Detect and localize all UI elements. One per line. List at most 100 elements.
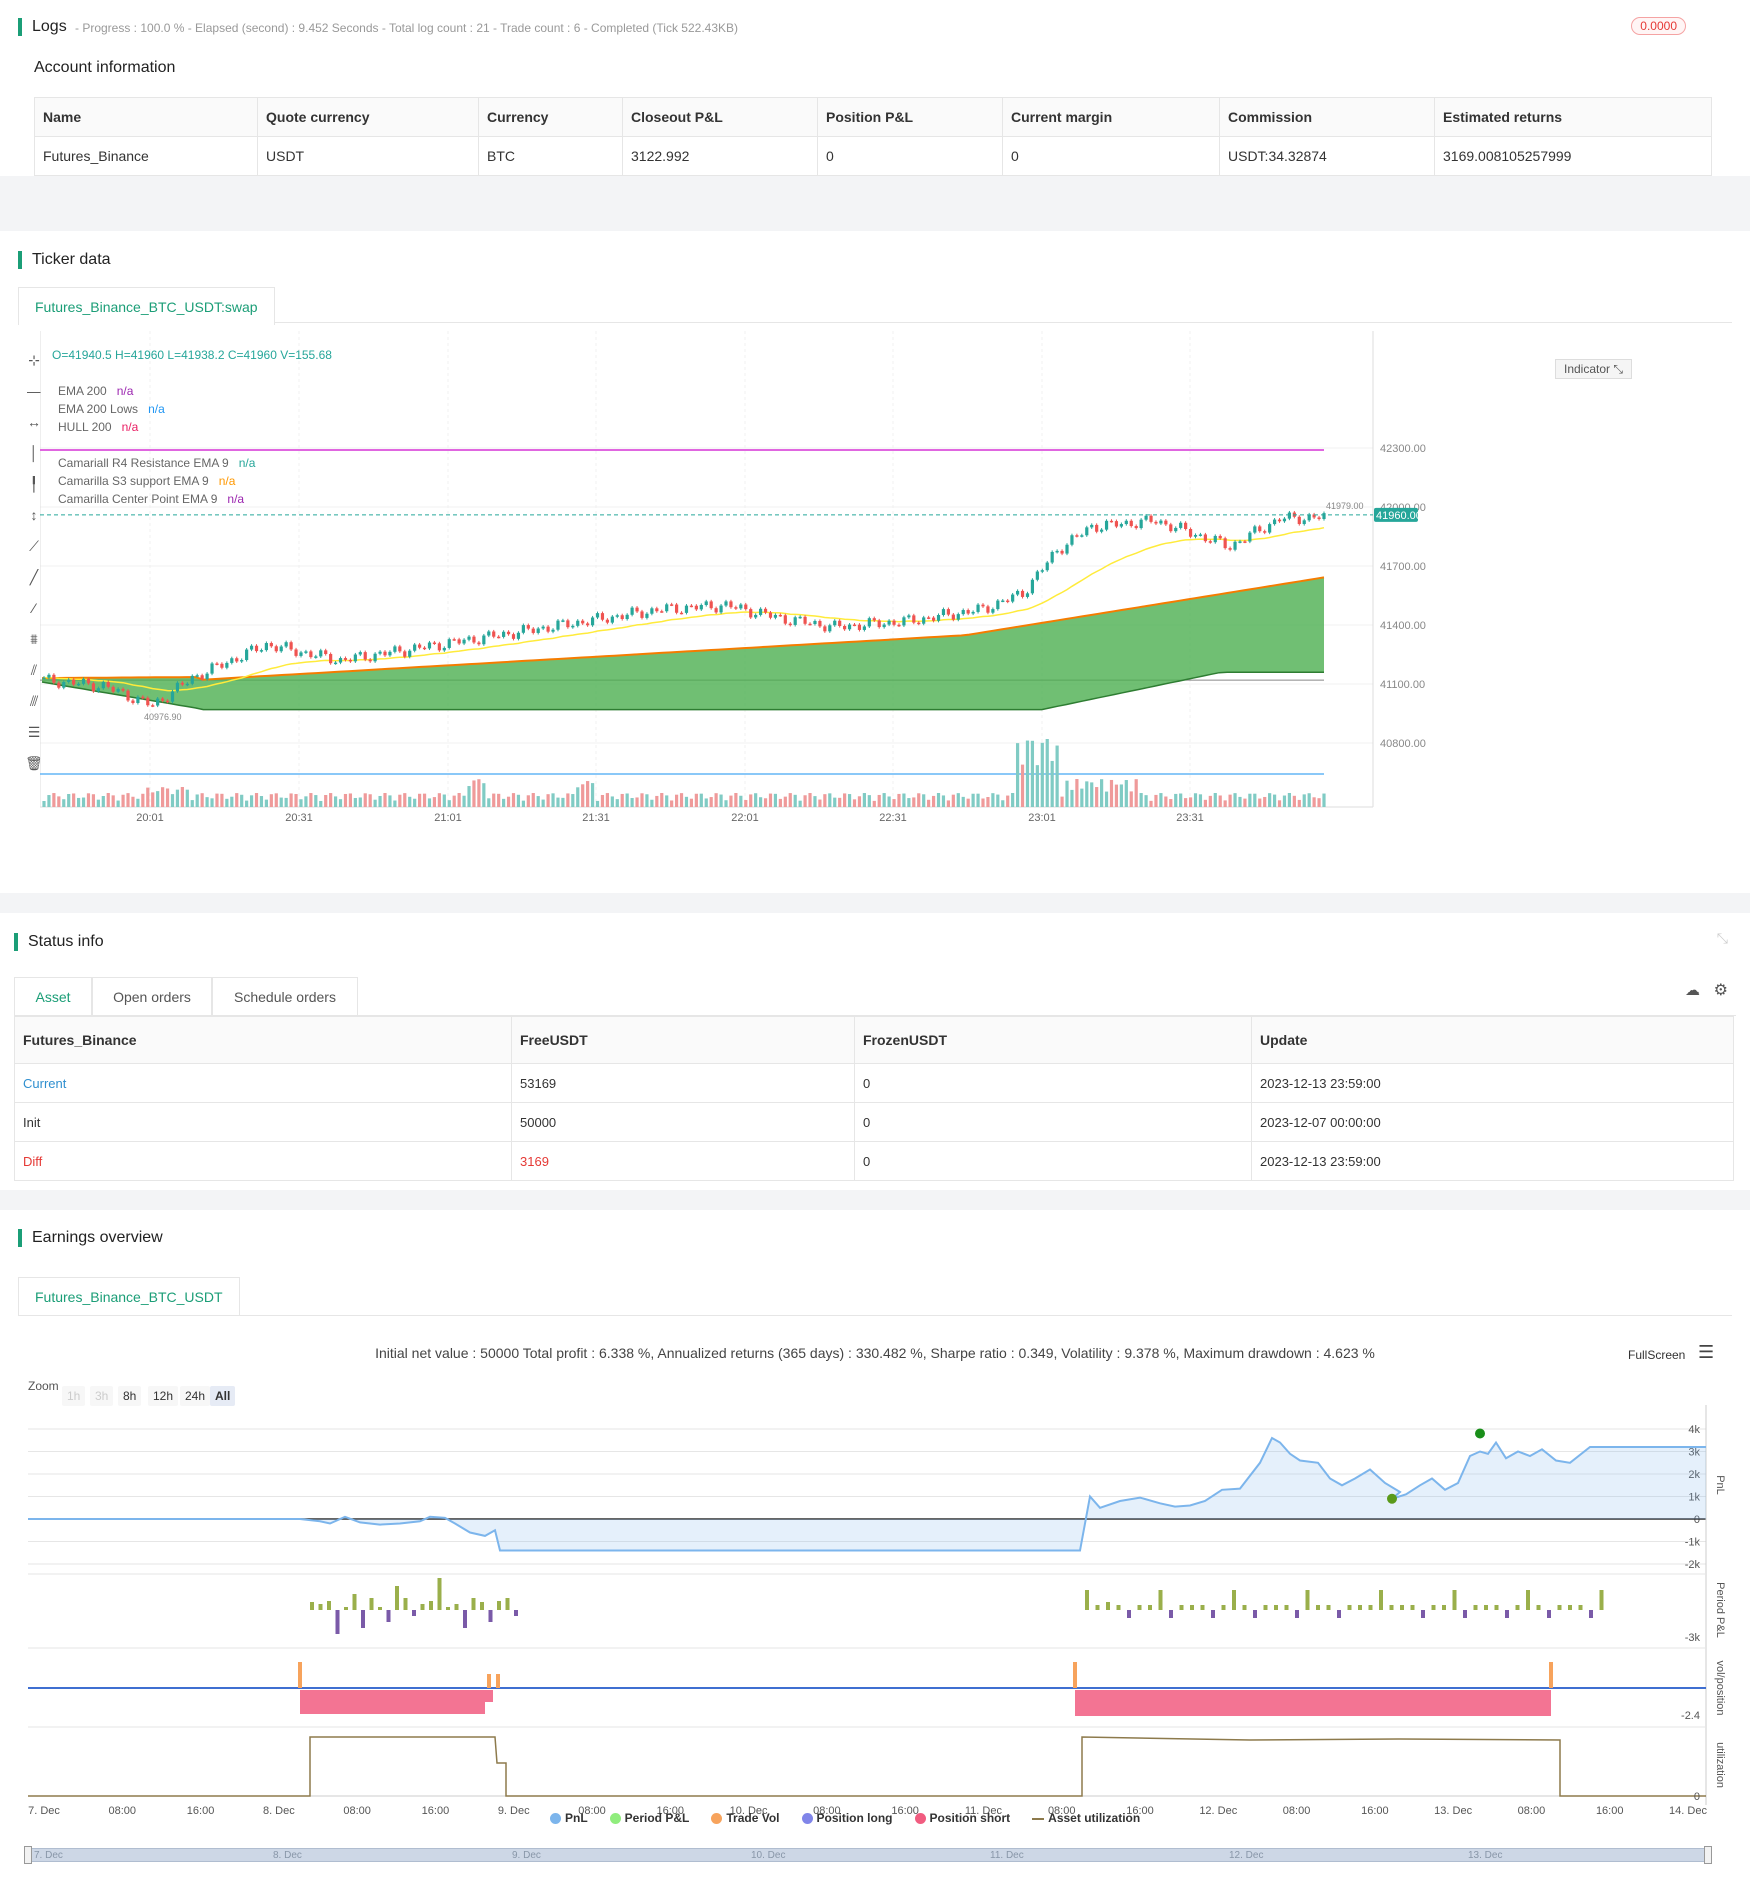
parallel-channel-tool-icon[interactable]: ⫽: [30, 662, 38, 678]
candle-body: [1129, 520, 1133, 527]
pnl-tick-label: -1k: [1685, 1537, 1701, 1549]
candle-body: [759, 608, 763, 615]
trend-line-tool-icon[interactable]: ⟋: [29, 538, 39, 554]
horizontal-ray-tool-icon[interactable]: ↔: [27, 414, 41, 430]
account-header-row: Name Quote currency Currency Closeout P&…: [34, 97, 1712, 137]
trash-icon[interactable]: 🗑: [25, 755, 43, 771]
legend-item[interactable]: Period P&L: [609, 1811, 689, 1825]
candle-body: [956, 614, 960, 620]
candle-body: [329, 654, 333, 664]
candle-body: [205, 673, 209, 680]
volume-bar: [477, 779, 481, 807]
legend-label: PnL: [565, 1811, 588, 1825]
account-cell: 0: [817, 136, 1003, 176]
period-pnl-bar: [1599, 1590, 1604, 1610]
candle-body: [936, 614, 941, 621]
earnings-tab-rule: [18, 1315, 1732, 1316]
legend-ema-200-lows: EMA 200 Lows n/a: [58, 402, 165, 416]
navigator-handle-right[interactable]: [1704, 1846, 1712, 1864]
volume-bar: [452, 795, 456, 807]
period-pnl-bar: [1515, 1605, 1520, 1610]
x-tick-label: 16:00: [657, 1805, 685, 1815]
asset-header-row: Futures_Binance FreeUSDT FrozenUSDT Upda…: [14, 1016, 1734, 1064]
candle-body: [1193, 534, 1198, 537]
candle-body: [1218, 535, 1222, 539]
gear-icon[interactable]: ⚙: [1713, 982, 1728, 999]
zoom-24h-button[interactable]: 24h: [180, 1386, 211, 1406]
candle-body: [76, 683, 81, 686]
candle-body: [526, 625, 530, 629]
vertical-line-tool-icon[interactable]: │: [29, 445, 39, 461]
volume-bar: [398, 794, 402, 807]
ticker-symbol-tab[interactable]: Futures_Binance_BTC_USDT:swap: [18, 287, 275, 325]
logs-badge[interactable]: 0.0000: [1631, 17, 1686, 35]
navigator-handle-left[interactable]: [24, 1846, 32, 1864]
candlestick-chart[interactable]: 42300.0042000.0041700.0041400.0041100.00…: [40, 331, 1740, 851]
tab-asset[interactable]: Asset: [14, 977, 92, 1015]
collapse-icon[interactable]: ⤡: [1716, 930, 1728, 946]
zoom-8h-button[interactable]: 8h: [118, 1386, 142, 1406]
crosshair-tool-icon[interactable]: ⊹: [28, 352, 40, 368]
period-pnl-bar: [1536, 1605, 1541, 1610]
legend-item[interactable]: Trade Vol: [711, 1811, 780, 1825]
legend-item[interactable]: Position short: [914, 1811, 1010, 1825]
account-header-cell: Commission: [1219, 97, 1435, 137]
row-label-current[interactable]: Current: [14, 1063, 512, 1103]
candle-body: [971, 611, 975, 614]
legend-label: Trade Vol: [726, 1811, 780, 1825]
ticker-panel: Ticker data Futures_Binance_BTC_USDT:swa…: [0, 231, 1750, 893]
fib-channel-tool-icon[interactable]: ⫻: [29, 693, 39, 709]
tab-open-orders[interactable]: Open orders: [92, 977, 212, 1015]
support-band: [42, 577, 1324, 710]
candle-body: [610, 616, 614, 623]
volume-bar: [670, 800, 674, 807]
candle-body: [679, 612, 684, 615]
candle-body: [477, 642, 481, 645]
volume-bar: [867, 795, 871, 807]
candle-body: [289, 642, 293, 650]
candle-body: [773, 614, 778, 618]
segment-tool-icon[interactable]: ⁄: [32, 600, 36, 616]
volume-bar: [773, 793, 778, 807]
y-tick-label: 41100.00: [1380, 679, 1425, 691]
vertical-arrow-tool-icon[interactable]: ↕: [30, 507, 38, 523]
horizontal-line-tool-icon[interactable]: —: [27, 383, 41, 399]
zoom-All-button[interactable]: All: [210, 1386, 236, 1406]
circle-symbol-icon: [609, 1813, 621, 1825]
legend-item[interactable]: Asset utilization: [1032, 1811, 1140, 1825]
volume-bar: [81, 797, 86, 807]
earnings-chart[interactable]: 4k 3k 2k 1k 0 -1k -2k -3k -2.4 0 PnL Period P&L vol/…: [0, 1405, 1750, 1815]
zoom-1h-button[interactable]: 1h: [62, 1386, 86, 1406]
zoom-3h-button[interactable]: 3h: [90, 1386, 114, 1406]
download-icon[interactable]: ☁: [1685, 982, 1700, 999]
asset-header-cell: FrozenUSDT: [854, 1016, 1252, 1064]
candle-body: [452, 639, 456, 641]
volume-bar: [586, 781, 590, 807]
period-pnl-bar: [514, 1610, 518, 1616]
zoom-12h-button[interactable]: 12h: [148, 1386, 179, 1406]
indicator-button[interactable]: Indicator ⤡: [1555, 359, 1632, 379]
navigator-tick-label: 13. Dec: [1468, 1850, 1503, 1861]
ray-tool-icon[interactable]: ╱: [29, 569, 39, 585]
volume-bar: [279, 797, 283, 807]
candle-body: [1277, 519, 1282, 522]
vertical-segment-tool-icon[interactable]: ╿: [29, 476, 39, 492]
legend-camarilla-r4: Camariall R4 Resistance EMA 9 n/a: [58, 456, 255, 470]
earnings-symbol-tab[interactable]: Futures_Binance_BTC_USDT: [18, 1277, 240, 1315]
period-pnl-bar: [471, 1598, 476, 1610]
price-line-tool-icon[interactable]: ⩩: [30, 631, 38, 647]
period-pnl-bar: [446, 1607, 450, 1610]
volume-bar: [309, 793, 313, 807]
fullscreen-button[interactable]: FullScreen: [1628, 1348, 1685, 1362]
legend-item[interactable]: Position long: [801, 1811, 893, 1825]
legend-item[interactable]: PnL: [550, 1811, 588, 1825]
candle-body: [1258, 526, 1262, 532]
volume-bar: [427, 798, 432, 807]
candle-body: [1139, 519, 1143, 529]
candle-body: [551, 629, 555, 632]
tab-schedule-orders[interactable]: Schedule orders: [212, 977, 358, 1015]
menu-icon[interactable]: ☰: [1698, 1342, 1715, 1362]
status-panel: Status info ⤡ Asset Open orders Schedule…: [0, 913, 1750, 1190]
fib-retracement-tool-icon[interactable]: ☰: [27, 724, 41, 740]
candle-body: [521, 625, 525, 633]
